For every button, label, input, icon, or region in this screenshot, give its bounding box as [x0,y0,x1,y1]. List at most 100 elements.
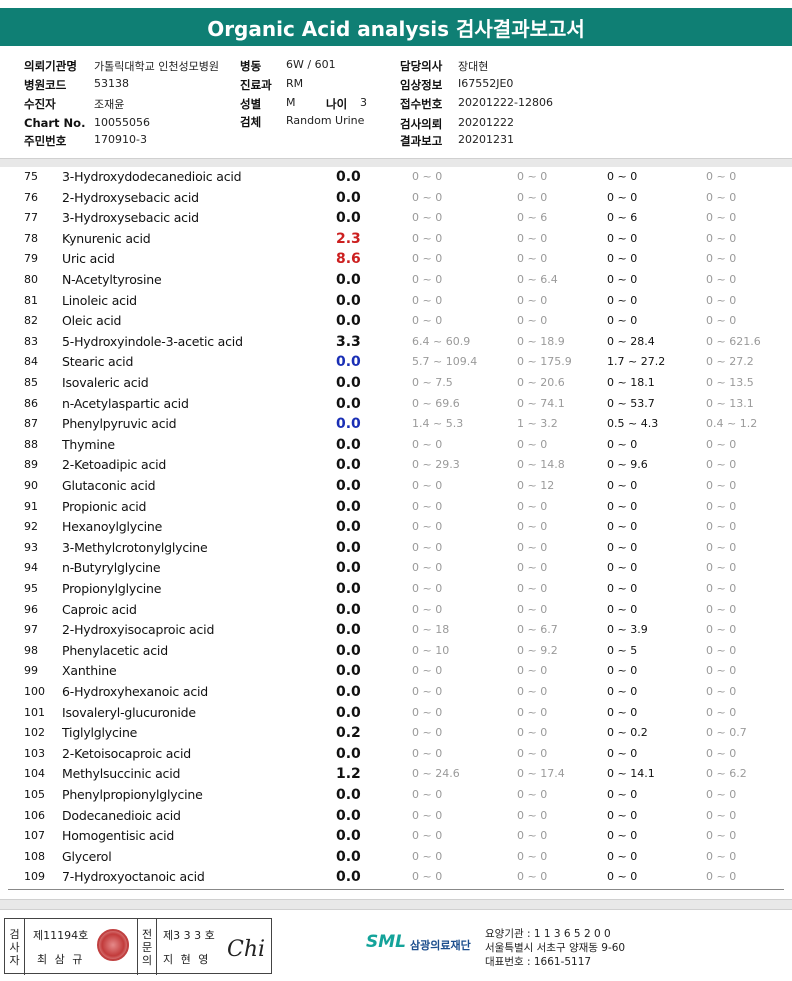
reference-range-1: 0 ~ 0 [412,602,443,616]
analyte-name: Tiglylglycine [62,725,138,741]
reference-range-1: 0 ~ 0 [412,231,443,245]
row-number: 107 [24,829,45,843]
reference-range-2: 0 ~ 0 [517,602,548,616]
result-value: 0.0 [336,663,361,680]
clinical-label: 임상정보 [400,78,443,92]
table-row: 82 Oleic acid 0.0 0 ~ 0 0 ~ 0 0 ~ 0 0 ~ 0 [0,311,792,332]
reference-range-4: 0 ~ 0 [706,664,737,678]
analyte-name: Hexanoylglycine [62,519,163,535]
reference-range-4: 0 ~ 13.1 [706,396,754,410]
reference-range-1: 0 ~ 0 [412,479,443,492]
reference-range-1: 0 ~ 24.6 [412,767,460,781]
reference-range-1: 6.4 ~ 60.9 [412,334,471,348]
reference-range-4: 0 ~ 27.2 [706,355,754,369]
reference-range-4: 0 ~ 0 [706,211,737,225]
reference-range-3: 0 ~ 0 [607,170,638,183]
report-title: Organic Acid analysis 검사결과보고서 [0,8,792,46]
reference-range-4: 0 ~ 0 [706,314,737,328]
chart-no-label: Chart No. [24,116,86,130]
reference-range-2: 0 ~ 0 [517,582,548,595]
reference-range-2: 0 ~ 175.9 [517,355,572,369]
analyte-name: Phenylacetic acid [62,642,168,658]
reference-range-4: 0 ~ 0.7 [706,726,747,740]
row-number: 105 [24,788,45,801]
receipt-label: 접수번호 [400,97,443,111]
sml-logo: SML [366,932,406,952]
reference-range-2: 0 ~ 0 [517,190,548,204]
reference-range-4: 0 ~ 13.5 [706,376,754,389]
reference-range-2: 0 ~ 9.2 [517,643,558,657]
reference-range-2: 0 ~ 0 [517,499,548,513]
row-number: 103 [24,746,45,760]
result-value: 0.0 [336,684,361,700]
analyte-name: 6-Hydroxyhexanoic acid [62,684,208,699]
result-value: 0.0 [336,807,361,824]
reference-range-2: 0 ~ 0 [517,437,548,451]
institution-code: 요양기관 : 1 1 3 6 5 2 0 0 [485,928,611,940]
result-value: 0.0 [336,601,361,618]
reference-range-4: 0 ~ 0 [706,499,737,513]
reference-range-2: 0 ~ 0 [517,231,548,245]
reference-range-1: 0 ~ 0 [412,170,443,183]
reference-range-1: 0 ~ 0 [412,273,443,286]
specimen-label: 검체 [240,115,262,129]
analyte-name: Isovaleryl-glucuronide [62,704,196,720]
analyte-name: Glycerol [62,848,112,864]
analyte-name: Uric acid [62,251,115,267]
table-row: 90 Glutaconic acid 0.0 0 ~ 0 0 ~ 12 0 ~ 0 0 ~ … [0,476,792,497]
reference-range-3: 0 ~ 28.4 [607,334,655,348]
reference-range-4: 0 ~ 0 [706,849,737,863]
reference-range-1: 0 ~ 0 [412,726,443,740]
analyte-name: 2-Hydroxysebacic acid [62,189,199,205]
seal-stamp [97,929,129,961]
table-row: 86 n-Acetylaspartic acid 0.0 0 ~ 69.6 0 ~ 74… [0,394,792,415]
reference-range-2: 0 ~ 0 [517,870,548,884]
reference-range-2: 0 ~ 14.8 [517,458,565,472]
result-value: 0.0 [336,560,361,577]
reference-range-4: 0 ~ 0 [706,293,737,307]
table-row: 93 3-Methylcrotonylglycine 0.0 0 ~ 0 0 ~ 0 0 … [0,538,792,559]
row-number: 81 [24,293,38,307]
row-number: 92 [24,520,38,534]
reference-range-2: 0 ~ 6.7 [517,623,558,637]
reference-range-3: 0 ~ 18.1 [607,376,655,389]
row-number: 85 [24,376,38,389]
analyte-name: Linoleic acid [62,292,137,308]
analyte-name: Xanthine [62,663,117,679]
row-number: 95 [24,582,38,595]
reference-range-3: 0 ~ 0 [607,685,638,698]
examinee-label: 수진자 [24,97,56,111]
patient-info-block: 의뢰기관명 가톨릭대학교 인천성모병원 병동 6W / 601 담당의사 장대현… [0,52,792,160]
result-value: 3.3 [336,333,361,350]
row-number: 83 [24,334,38,348]
row-number: 99 [24,664,38,678]
reference-range-3: 0 ~ 0 [607,870,638,884]
row-number: 97 [24,623,38,637]
row-number: 78 [24,231,38,245]
analyte-name: 3-Hydroxydodecanedioic acid [62,169,242,184]
reference-range-2: 0 ~ 0 [517,849,548,863]
reference-range-3: 0 ~ 0 [607,582,638,595]
row-number: 87 [24,417,38,431]
result-value: 0.0 [336,642,361,659]
analyte-name: Homogentisic acid [62,828,175,844]
analyte-name: 3-Hydroxysebacic acid [62,210,199,226]
row-number: 109 [24,870,45,884]
analyte-name: 2-Ketoadipic acid [62,457,167,473]
reference-range-2: 0 ~ 0 [517,540,548,554]
dept-value: RM [286,77,304,90]
reference-range-3: 0 ~ 0 [607,479,638,492]
reference-range-1: 0 ~ 0 [412,664,443,678]
doctor-value: 장대현 [458,60,489,73]
analyte-name: 5-Hydroxyindole-3-acetic acid [62,333,243,349]
table-row: 84 Stearic acid 0.0 5.7 ~ 109.4 0 ~ 175.9 1.7… [0,352,792,373]
row-number: 77 [24,211,38,225]
row-number: 91 [24,499,38,513]
specimen-value: Random Urine [286,114,365,127]
reference-range-2: 0 ~ 74.1 [517,396,565,410]
address: 서울특별시 서초구 양재동 9-60 [485,942,626,954]
result-value: 0.0 [336,169,361,185]
table-row: 109 7-Hydroxyoctanoic acid 0.0 0 ~ 0 0 ~ 0 0 … [0,867,792,888]
table-row: 99 Xanthine 0.0 0 ~ 0 0 ~ 0 0 ~ 0 0 ~ 0 [0,661,792,682]
reference-range-3: 0 ~ 0 [607,746,638,760]
